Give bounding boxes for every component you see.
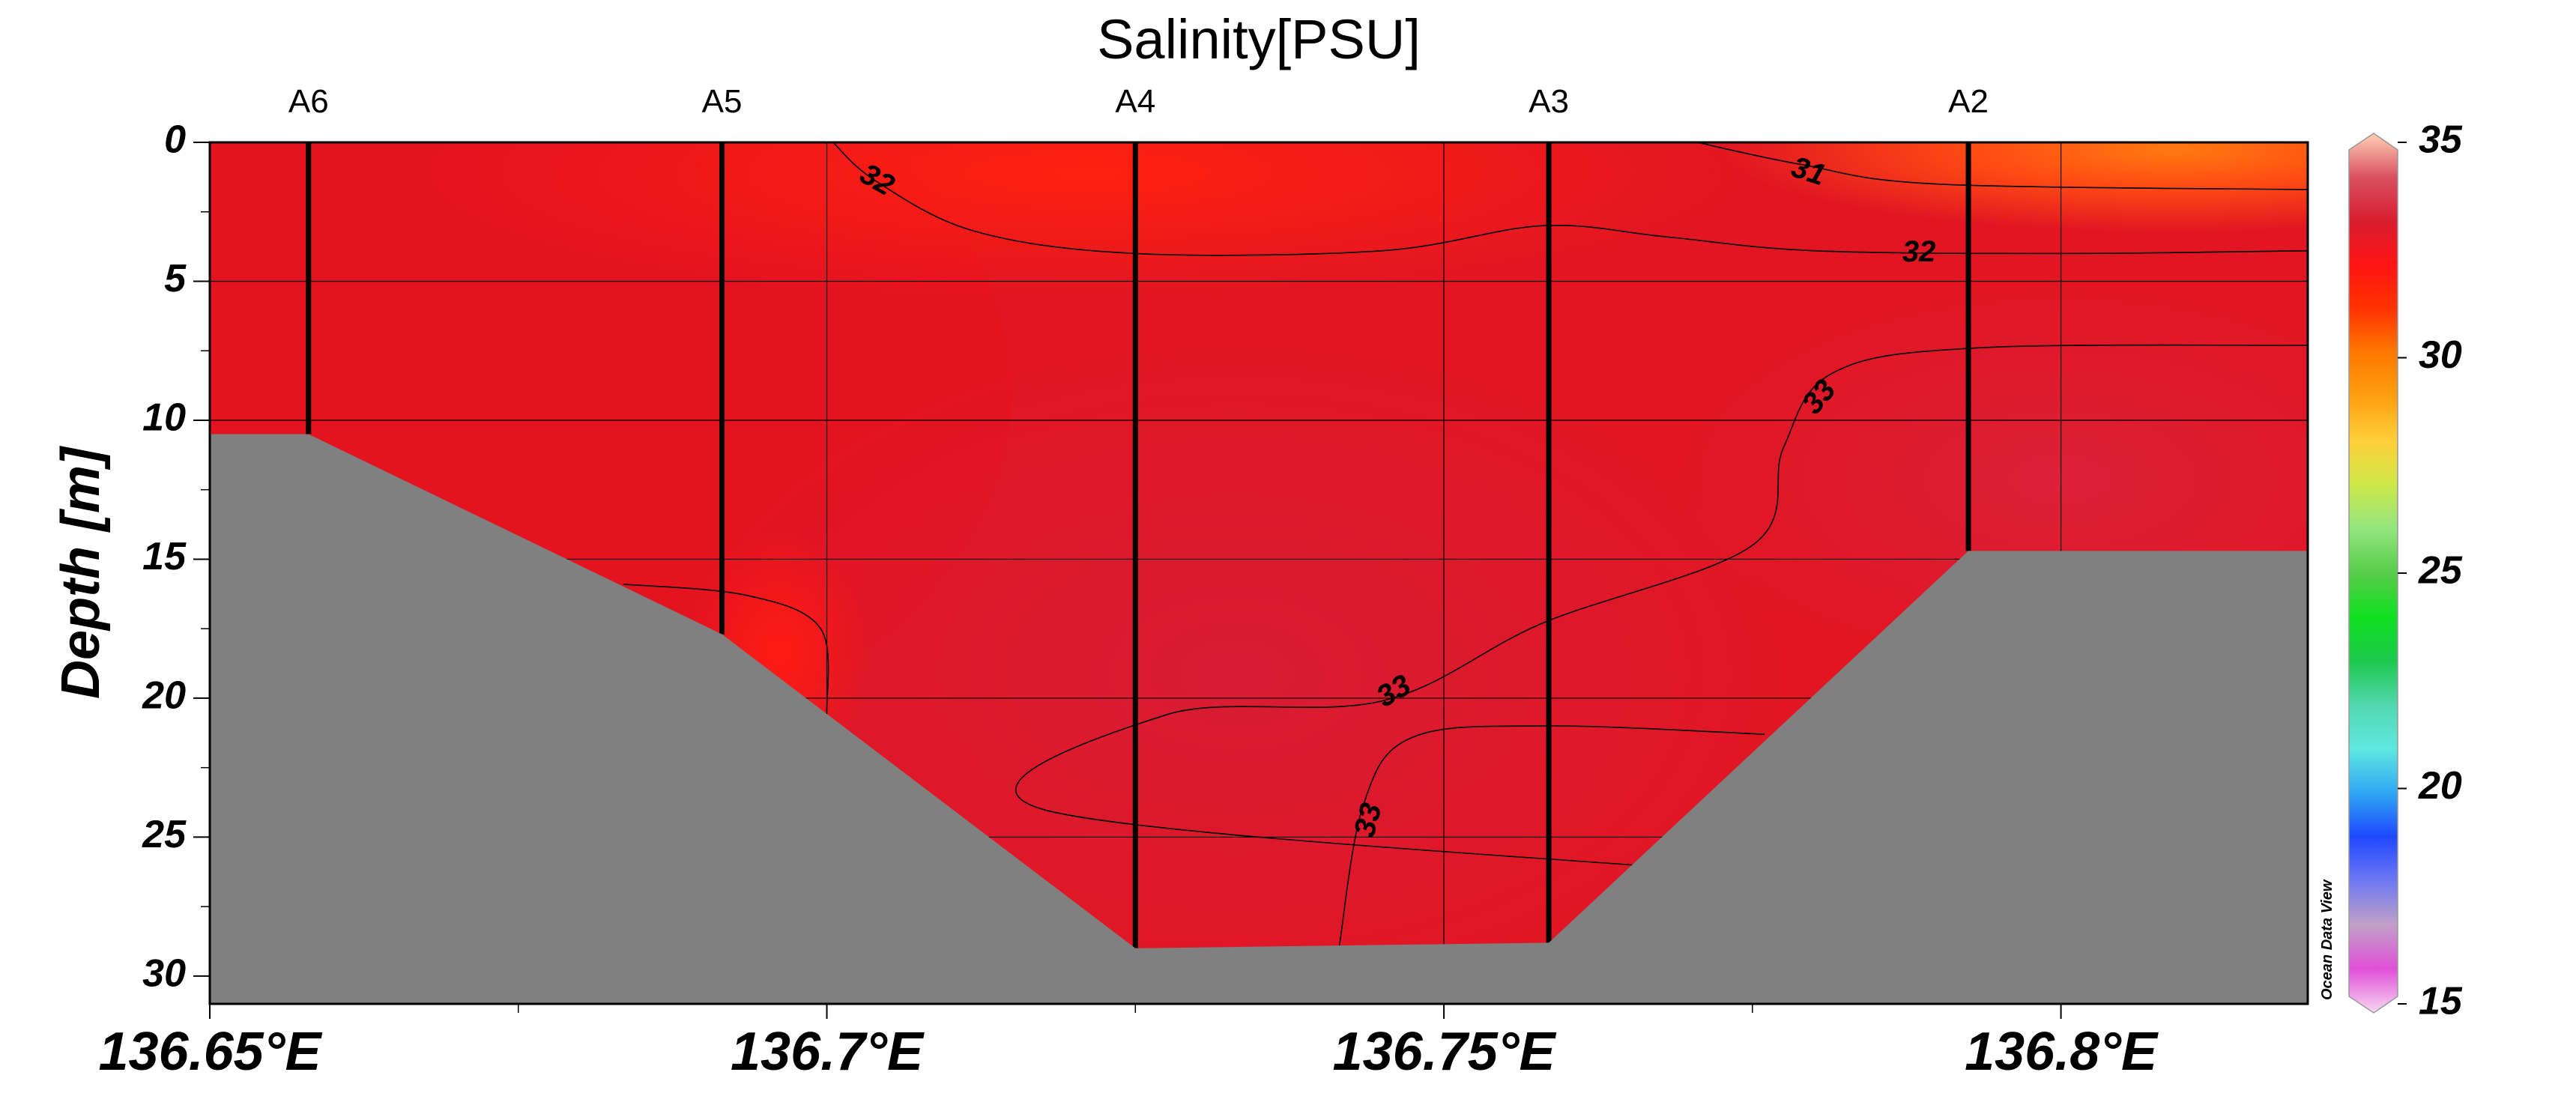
fill-surface-center <box>412 142 1761 300</box>
station-label-A6: A6 <box>288 83 329 120</box>
y-tick-label: 25 <box>142 813 187 856</box>
x-tick-label: 136.65°E <box>98 1022 322 1082</box>
station-label-A3: A3 <box>1529 83 1569 120</box>
contour-line-33 <box>1338 725 1765 948</box>
colorbar-tick-label: 15 <box>2419 980 2463 1023</box>
seafloor-land <box>210 434 2308 1004</box>
y-tick-label: 5 <box>164 257 187 300</box>
watermark: Ocean Data View <box>2319 879 2335 1000</box>
y-axis-label: Depth [m] <box>51 446 111 699</box>
colorbar-tick-label: 35 <box>2419 118 2463 162</box>
colorbar-tick-label: 30 <box>2419 333 2462 377</box>
plot-frame <box>208 141 2309 1005</box>
plot-area <box>210 142 2308 1004</box>
x-tick-label: 136.75°E <box>1333 1022 1557 1082</box>
contour-label-32: 32 <box>1902 235 1936 268</box>
fill-surface-east <box>1723 142 2308 232</box>
y-tick-label: 15 <box>142 535 187 578</box>
y-axis: 0 5 10 15 20 25 30 <box>142 118 210 996</box>
station-label-A4: A4 <box>1115 83 1155 120</box>
colorbar-tick-label: 20 <box>2418 764 2462 808</box>
colorbar-tick-label: 25 <box>2418 549 2463 593</box>
colorbar-body <box>2348 133 2398 1014</box>
station-label-A2: A2 <box>1948 83 1989 120</box>
x-tick-label: 136.8°E <box>1965 1022 2159 1082</box>
y-tick-label: 0 <box>164 118 186 162</box>
colorbar-ticks: 15 20 25 30 35 <box>2398 118 2463 1023</box>
station-label-A5: A5 <box>702 83 743 120</box>
colorbar: 15 20 25 30 35 <box>2348 118 2463 1023</box>
contour-line-31 <box>1696 142 2308 190</box>
y-tick-label: 20 <box>142 674 186 718</box>
contour-line-33 <box>1015 344 2308 871</box>
x-axis: 136.65°E 136.7°E 136.75°E 136.8°E <box>98 1004 2159 1082</box>
y-tick-label: 30 <box>142 952 186 996</box>
x-tick-label: 136.7°E <box>731 1022 925 1082</box>
contour-line-32 <box>832 142 2308 256</box>
chart-title: Salinity[PSU] <box>1097 8 1421 70</box>
station-labels: A6 A5 A4 A3 A2 <box>288 83 1989 120</box>
contour-lines <box>623 142 2308 948</box>
contour-line-32 <box>623 584 829 712</box>
y-tick-label: 10 <box>142 396 186 440</box>
station-lines <box>306 142 1971 948</box>
